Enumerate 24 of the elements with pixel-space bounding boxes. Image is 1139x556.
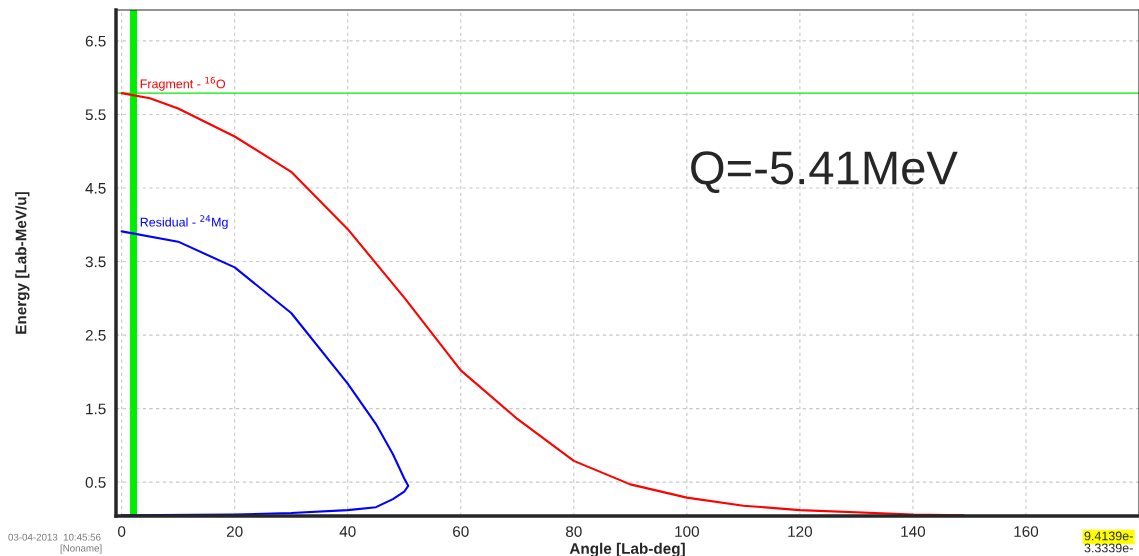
x-tick-label: 0 [118,526,126,537]
x-tick-label: 100 [675,526,699,537]
y-tick-label: 6.5 [85,35,106,47]
y-axis-title: Energy [Lab-MeV/u] [15,192,30,334]
x-tick-label: 20 [226,526,243,537]
text: 03-04-2013 10:45:56 [8,533,101,541]
x-tick-label: 140 [901,526,926,537]
x-tick-label: 160 [1014,526,1039,537]
y-tick-label: 2.5 [85,329,106,341]
series-label: Residual - $^{24}$Mg [140,215,228,230]
y-tick-label: 5.5 [85,109,106,121]
x-tick-label: 60 [453,526,469,537]
x-tick-label: 40 [339,526,356,537]
y-tick-label: 4.5 [85,183,106,194]
y-tick-label: 3.5 [85,256,106,268]
y-tick-label: 0.5 [85,477,106,488]
x-tick-label: 80 [565,526,582,537]
series-label: Fragment - $^{16}$O [140,76,226,91]
text: 9.4139e- [1084,531,1133,541]
text: 3.3339e- [1084,543,1133,553]
text: [Noname] [60,544,102,554]
annotation: Q=-5.41MeV [691,151,958,194]
y-tick-label: 1.5 [86,403,106,415]
x-tick-label: 120 [788,526,813,537]
